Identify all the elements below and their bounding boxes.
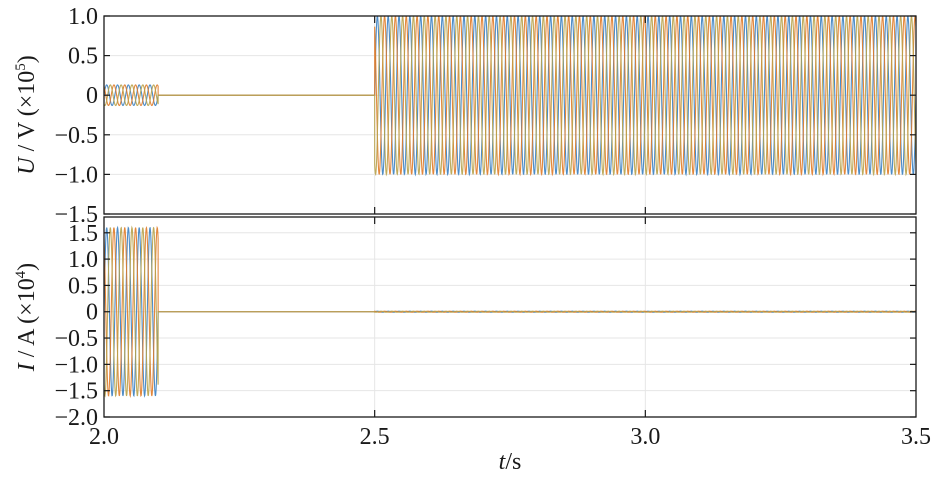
x-axis-var: t xyxy=(499,449,507,475)
y-tick-label: 0.5 xyxy=(68,44,98,70)
y-tick-label: 0.5 xyxy=(68,273,98,299)
x-tick-label: 2.0 xyxy=(89,424,119,450)
y-axis-label: U / V (×105) xyxy=(13,55,40,175)
y-axis-label: I / A (×104) xyxy=(13,263,40,372)
y-tick-label: 0 xyxy=(86,83,98,109)
phase-c-line xyxy=(104,16,916,177)
y-axis-exponent: 5 xyxy=(13,63,29,71)
y-tick-label: −0.5 xyxy=(54,326,98,352)
x-axis-unit: /s xyxy=(505,449,521,475)
y-tick-label: 0 xyxy=(86,300,98,326)
y-tick-label: −2.0 xyxy=(54,405,98,431)
y-axis-close: ) xyxy=(14,263,40,271)
x-tick-label: 3.0 xyxy=(630,424,660,450)
waveform-group xyxy=(104,225,916,399)
y-axis-exponent: 4 xyxy=(13,270,29,278)
y-axis-unit: / A (×10 xyxy=(14,278,40,363)
x-axis-label: t/s xyxy=(499,449,522,475)
x-tick-label: 2.5 xyxy=(360,424,390,450)
y-tick-label: 1.5 xyxy=(68,221,98,247)
y-tick-label: −1.0 xyxy=(54,162,98,188)
y-axis-var: U xyxy=(14,156,40,175)
y-tick-label: −0.5 xyxy=(54,123,98,149)
y-tick-label: 1.0 xyxy=(68,4,98,30)
y-axis-unit: / V (×10 xyxy=(14,71,40,158)
y-axis-close: ) xyxy=(14,55,40,63)
x-tick-label: 3.5 xyxy=(901,424,931,450)
phase-c-line xyxy=(104,225,916,398)
waveform-group xyxy=(104,16,916,177)
current-panel: 1.51.00.50−0.5−1.0−1.5−2.0 I / A (×104) 2.… xyxy=(13,216,931,475)
plot-frame xyxy=(103,15,917,215)
voltage-panel: 1.0 0.5 0 −0.5 −1.0 −1.5 U / V (×105) xyxy=(13,4,917,228)
y-tick-label: −1.0 xyxy=(54,352,98,378)
y-tick-label: 1.0 xyxy=(68,247,98,273)
y-axis-var: I xyxy=(14,362,40,372)
y-tick-label: −1.5 xyxy=(54,379,98,405)
plot-frame xyxy=(103,216,917,418)
y-tick-label: −1.5 xyxy=(54,202,98,228)
